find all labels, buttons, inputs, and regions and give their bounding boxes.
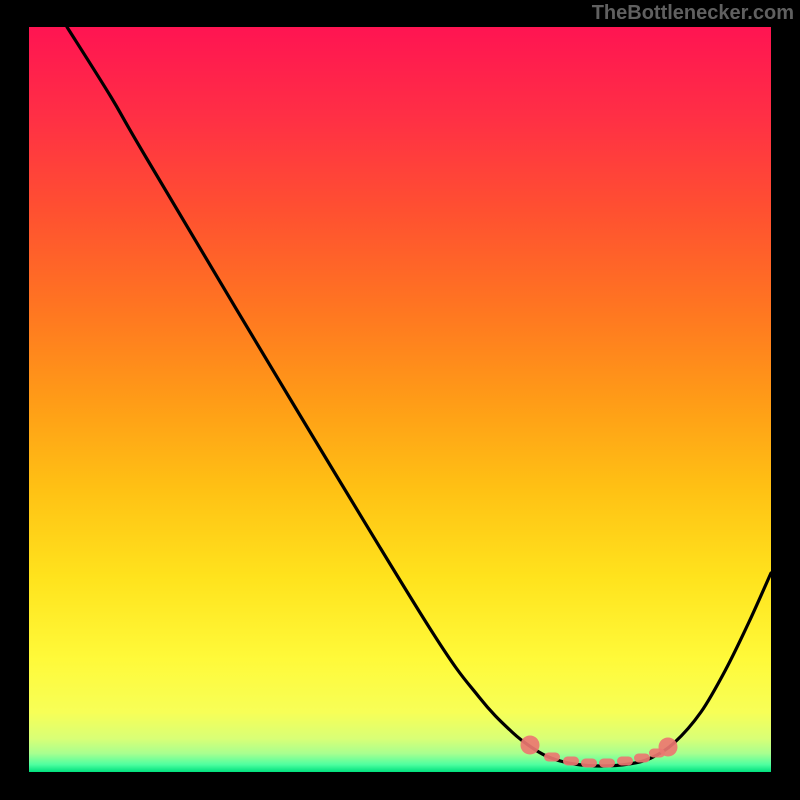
sweet-spot-endpoint bbox=[521, 736, 540, 755]
sweet-spot-dash bbox=[617, 757, 633, 766]
sweet-spot-dash bbox=[544, 753, 560, 762]
sweet-spot-dash bbox=[563, 757, 579, 766]
sweet-spot-dash bbox=[634, 754, 650, 763]
sweet-spot-dash bbox=[599, 759, 615, 768]
sweet-spot-dash bbox=[581, 759, 597, 768]
watermark-text: TheBottlenecker.com bbox=[592, 2, 794, 25]
plot-area bbox=[29, 27, 771, 772]
chart-container: TheBottlenecker.com bbox=[0, 0, 800, 800]
sweet-spot-marker-group bbox=[521, 736, 678, 768]
bottleneck-curve bbox=[67, 27, 771, 766]
chart-svg bbox=[29, 27, 771, 772]
sweet-spot-endpoint bbox=[659, 738, 678, 757]
